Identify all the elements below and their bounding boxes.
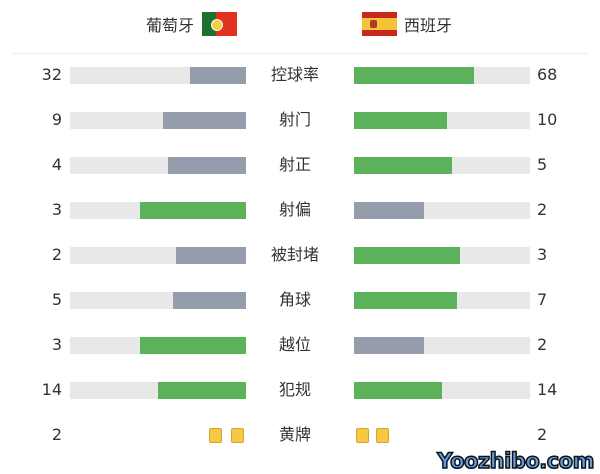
away-value: 5 [537, 155, 548, 174]
away-bar-track [354, 382, 530, 399]
portugal-flag-icon [202, 12, 238, 36]
stat-row: 2 被封堵 3 [0, 245, 600, 265]
home-value: 2 [51, 245, 62, 264]
stat-label: 射正 [278, 155, 311, 174]
away-bar-fill [354, 382, 442, 399]
away-team: 西班牙 [362, 10, 452, 38]
home-bar-track [70, 157, 246, 174]
home-bar-track [70, 292, 246, 309]
stat-label: 角球 [278, 290, 311, 309]
stat-row: 3 射偏 2 [0, 200, 600, 220]
away-bar-fill [354, 202, 425, 219]
away-bar-track [354, 292, 530, 309]
yellow-card-icon [209, 428, 222, 443]
home-bar-track [70, 337, 246, 354]
away-bar-track [354, 202, 530, 219]
away-value: 3 [537, 245, 548, 264]
home-value: 5 [51, 290, 62, 309]
yellow-card-icon [231, 428, 244, 443]
yellow-card-icon [356, 428, 369, 443]
stat-row: 9 射门 10 [0, 110, 600, 130]
away-value: 2 [537, 335, 548, 354]
away-bar-track [354, 337, 530, 354]
away-value: 68 [537, 65, 558, 84]
away-bar-fill [354, 247, 460, 264]
stat-label: 射门 [278, 110, 311, 129]
stat-label: 射偏 [278, 200, 311, 219]
away-value: 10 [537, 110, 558, 129]
away-bar-track [354, 247, 530, 264]
away-value: 2 [537, 200, 548, 219]
home-bar-track [70, 247, 246, 264]
away-bar-fill [354, 292, 457, 309]
spain-flag-icon [362, 12, 397, 36]
home-bar-fill [172, 292, 246, 309]
home-value: 9 [51, 110, 62, 129]
away-bar-fill [354, 337, 425, 354]
yellow-card-icon [376, 428, 389, 443]
home-bar-track [70, 382, 246, 399]
away-bar-fill [354, 157, 452, 174]
stat-row: 14 犯规 14 [0, 380, 600, 400]
away-team-name: 西班牙 [404, 16, 453, 35]
home-value: 4 [51, 155, 62, 174]
home-value: 14 [41, 380, 62, 399]
home-bar-fill [175, 247, 246, 264]
stat-row: 4 射正 5 [0, 155, 600, 175]
stat-label: 黄牌 [278, 425, 311, 444]
away-value: 14 [537, 380, 558, 399]
home-team-name: 葡萄牙 [146, 16, 195, 35]
watermark: Yoozhibo.com [437, 448, 596, 474]
away-bar-fill [354, 67, 474, 84]
home-team: 葡萄牙 [146, 10, 238, 38]
home-value: 3 [51, 335, 62, 354]
away-value: 7 [537, 290, 548, 309]
home-bar-fill [189, 67, 246, 84]
header-divider [12, 53, 588, 54]
stat-row-yellow-cards: 2 黄牌 2 [0, 425, 600, 445]
away-bar-fill [354, 112, 447, 129]
stat-label: 犯规 [278, 380, 311, 399]
home-bar-fill [158, 382, 246, 399]
home-value: 3 [51, 200, 62, 219]
home-bar-track [70, 202, 246, 219]
away-bar-track [354, 67, 530, 84]
home-value: 32 [41, 65, 62, 84]
away-bar-track [354, 112, 530, 129]
home-bar-fill [140, 337, 246, 354]
stat-row: 32 控球率 68 [0, 65, 600, 85]
home-bar-fill [167, 157, 246, 174]
away-bar-track [354, 157, 530, 174]
away-value: 2 [537, 425, 548, 444]
home-bar-fill [140, 202, 246, 219]
stat-label: 越位 [278, 335, 311, 354]
stat-label: 控球率 [270, 65, 319, 84]
home-bar-fill [162, 112, 246, 129]
home-bar-track [70, 112, 246, 129]
stat-row: 3 越位 2 [0, 335, 600, 355]
home-bar-track [70, 67, 246, 84]
stat-row: 5 角球 7 [0, 290, 600, 310]
stat-label: 被封堵 [270, 245, 319, 264]
home-value: 2 [51, 425, 62, 444]
